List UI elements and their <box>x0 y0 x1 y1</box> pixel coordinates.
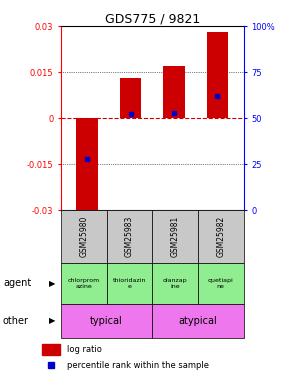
Text: GSM25983: GSM25983 <box>125 216 134 257</box>
Bar <box>198 210 244 262</box>
Bar <box>106 210 152 262</box>
Bar <box>119 78 142 118</box>
Bar <box>61 210 106 262</box>
Text: agent: agent <box>3 278 31 288</box>
Text: log ratio: log ratio <box>67 345 102 354</box>
Bar <box>106 262 152 304</box>
Text: atypical: atypical <box>179 316 217 326</box>
Text: GSM25981: GSM25981 <box>171 216 180 257</box>
Bar <box>206 32 229 118</box>
Bar <box>198 262 244 304</box>
Bar <box>42 344 60 355</box>
Text: percentile rank within the sample: percentile rank within the sample <box>67 361 209 370</box>
Text: thioridazin
e: thioridazin e <box>113 278 146 288</box>
Text: GSM25980: GSM25980 <box>79 216 88 257</box>
Title: GDS775 / 9821: GDS775 / 9821 <box>105 12 200 25</box>
Text: GSM25982: GSM25982 <box>216 216 225 257</box>
Text: other: other <box>3 316 29 326</box>
Bar <box>152 304 244 338</box>
Bar <box>61 304 152 338</box>
Bar <box>163 66 185 118</box>
Bar <box>61 262 106 304</box>
Text: olanzap
ine: olanzap ine <box>163 278 187 288</box>
Text: ▶: ▶ <box>49 279 55 288</box>
Text: typical: typical <box>90 316 123 326</box>
Bar <box>152 210 198 262</box>
Bar <box>152 262 198 304</box>
Text: quetiapi
ne: quetiapi ne <box>208 278 234 288</box>
Bar <box>76 118 98 210</box>
Text: ▶: ▶ <box>49 316 55 325</box>
Text: chlorprom
azine: chlorprom azine <box>68 278 100 288</box>
